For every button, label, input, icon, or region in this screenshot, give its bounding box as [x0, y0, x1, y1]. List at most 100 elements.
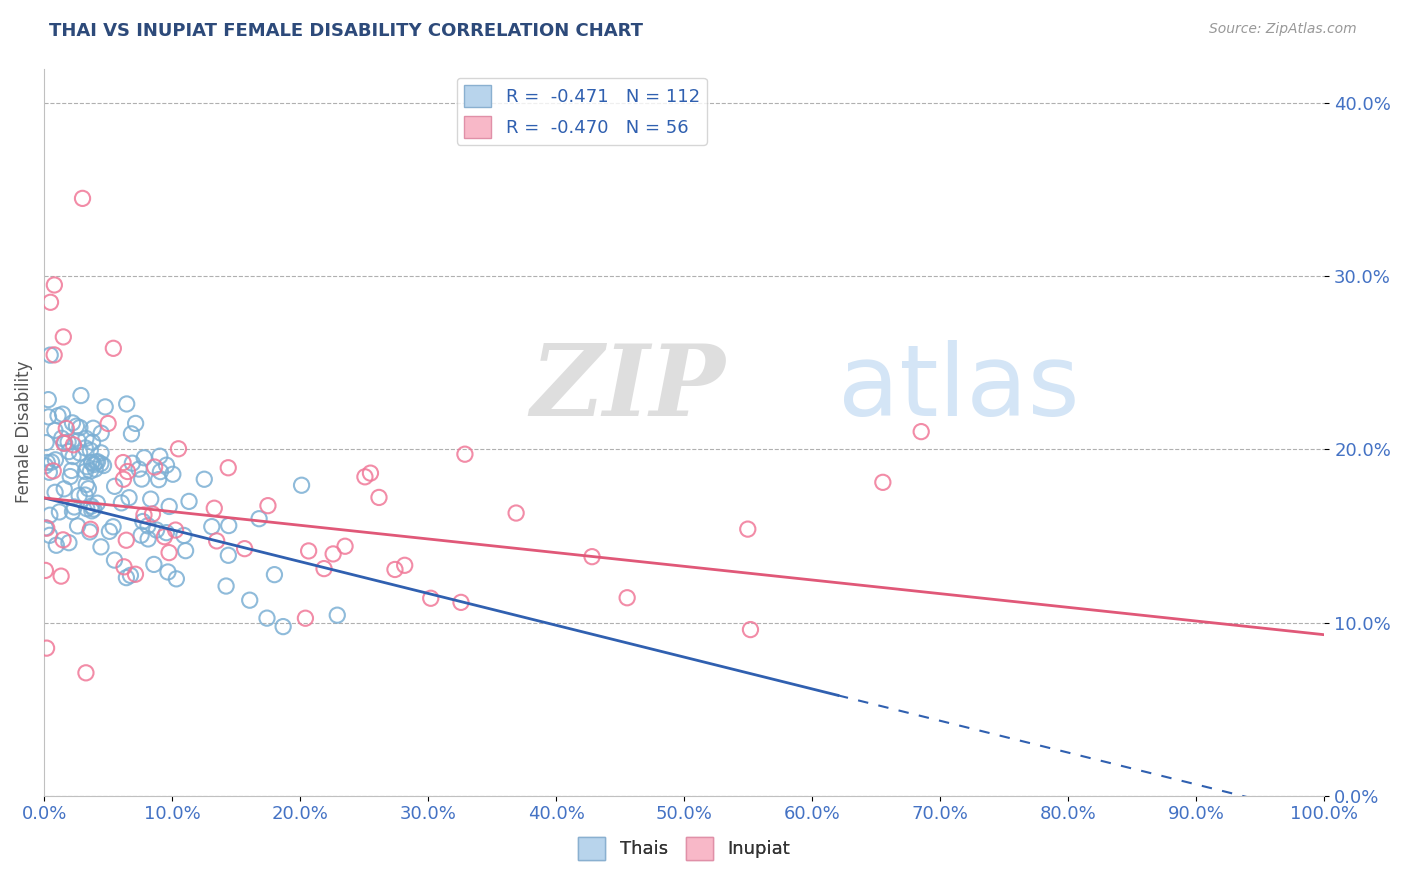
Point — [217, 549, 239, 563]
Point — [72, 191, 94, 205]
Point — [93, 458, 115, 473]
Point — [115, 571, 138, 585]
Point — [354, 470, 377, 484]
Point — [290, 478, 312, 492]
Point — [217, 460, 239, 475]
Point — [69, 420, 91, 434]
Point — [737, 522, 759, 536]
Point — [79, 522, 101, 536]
Point — [84, 455, 107, 469]
Point — [90, 540, 112, 554]
Point — [156, 565, 179, 579]
Point — [83, 458, 105, 472]
Point — [149, 465, 172, 479]
Point — [247, 512, 270, 526]
Point — [37, 392, 59, 407]
Point — [58, 535, 80, 549]
Point — [128, 462, 150, 476]
Point — [34, 521, 56, 535]
Point — [35, 641, 58, 656]
Point — [294, 611, 316, 625]
Point — [51, 431, 73, 445]
Point — [70, 388, 93, 402]
Point — [155, 458, 177, 472]
Point — [120, 568, 142, 582]
Point — [67, 489, 90, 503]
Point — [132, 508, 155, 522]
Point — [62, 505, 84, 519]
Point — [910, 425, 932, 439]
Point — [118, 491, 141, 505]
Point — [75, 465, 97, 479]
Point — [326, 608, 349, 623]
Point — [79, 524, 101, 539]
Point — [117, 465, 139, 479]
Point — [84, 462, 107, 476]
Point — [215, 579, 238, 593]
Point — [80, 504, 103, 518]
Point — [41, 455, 63, 469]
Point — [149, 449, 172, 463]
Point — [48, 505, 70, 519]
Point — [131, 472, 153, 486]
Point — [103, 553, 125, 567]
Point — [38, 465, 60, 479]
Point — [205, 533, 228, 548]
Point — [359, 466, 381, 480]
Point — [82, 421, 104, 435]
Text: Source: ZipAtlas.com: Source: ZipAtlas.com — [1209, 22, 1357, 37]
Point — [80, 499, 103, 513]
Point — [44, 423, 66, 437]
Point — [384, 562, 406, 576]
Point — [42, 464, 65, 478]
Point — [177, 494, 200, 508]
Point — [312, 561, 335, 575]
Point — [82, 435, 104, 450]
Point — [112, 472, 135, 486]
Point — [75, 441, 97, 455]
Point — [115, 397, 138, 411]
Point — [257, 499, 280, 513]
Point — [162, 467, 184, 482]
Point — [59, 469, 82, 483]
Y-axis label: Female Disability: Female Disability — [15, 361, 32, 503]
Point — [77, 482, 100, 496]
Point — [79, 464, 101, 478]
Point — [148, 473, 170, 487]
Point — [63, 500, 86, 514]
Point — [75, 665, 97, 680]
Point — [62, 438, 84, 452]
Point — [157, 500, 180, 514]
Point — [44, 277, 66, 292]
Point — [103, 341, 125, 355]
Point — [46, 409, 69, 423]
Point — [86, 455, 108, 469]
Point — [173, 528, 195, 542]
Point — [44, 485, 66, 500]
Point — [75, 432, 97, 446]
Point — [450, 595, 472, 609]
Point — [38, 528, 60, 542]
Point — [142, 558, 165, 572]
Point — [271, 619, 294, 633]
Point — [45, 538, 67, 552]
Point — [98, 524, 121, 539]
Point — [38, 508, 60, 523]
Text: ZIP: ZIP — [530, 340, 725, 437]
Point — [39, 348, 62, 362]
Point — [44, 452, 66, 467]
Point — [60, 463, 83, 477]
Point — [368, 491, 391, 505]
Point — [165, 523, 187, 537]
Point — [419, 591, 441, 606]
Point — [55, 421, 77, 435]
Point — [34, 563, 56, 577]
Point — [80, 455, 103, 469]
Point — [218, 518, 240, 533]
Legend: Thais, Inupiat: Thais, Inupiat — [571, 830, 797, 867]
Point — [132, 515, 155, 529]
Text: THAI VS INUPIAT FEMALE DISABILITY CORRELATION CHART: THAI VS INUPIAT FEMALE DISABILITY CORREL… — [49, 22, 643, 40]
Point — [298, 544, 321, 558]
Point — [155, 525, 177, 540]
Point — [76, 501, 98, 516]
